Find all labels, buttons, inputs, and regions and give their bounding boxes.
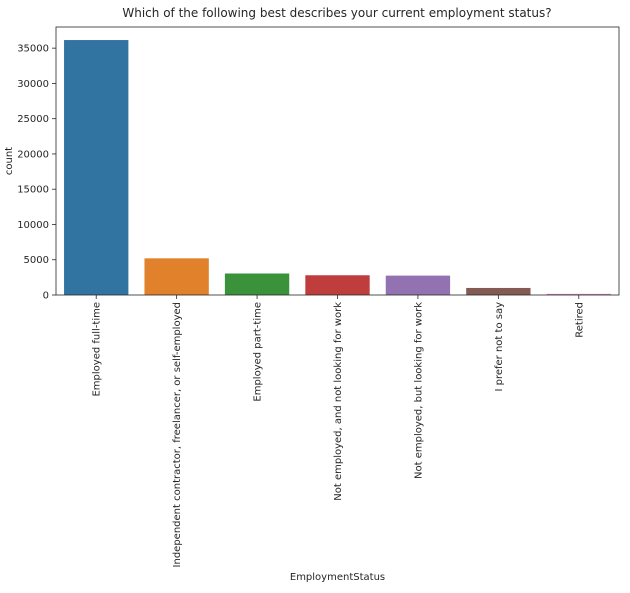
x-tick-label: Employed full-time [92,302,103,397]
y-tick-label: 25000 [17,114,49,125]
y-tick-label: 15000 [17,185,49,196]
chart-title: Which of the following best describes yo… [122,6,551,20]
x-tick-label: Not employed, but looking for work [413,302,424,479]
y-tick-label: 5000 [24,255,49,266]
y-tick-label: 30000 [17,79,49,90]
bar [466,287,531,295]
bar [224,273,290,295]
x-axis-ticks: Employed full-time Independent contractor… [92,295,585,567]
bar [546,293,611,295]
bars [64,40,611,296]
y-axis-title: count [4,147,15,175]
y-tick-label: 35000 [17,44,49,55]
bar [144,258,209,295]
x-tick-label: Independent contractor, freelancer, or s… [172,302,183,567]
plot-area-frame [55,26,620,296]
x-tick-label: Retired [574,302,585,338]
y-tick-label: 0 [43,291,49,302]
bar [64,40,129,296]
y-axis-ticks: 0 5000 10000 15000 20000 25000 30000 35000 [17,44,56,302]
x-tick-label: Employed part-time [253,302,264,402]
y-tick-label: 20000 [17,149,49,160]
bar [385,275,451,295]
bar [305,275,370,295]
x-axis-title: EmploymentStatus [290,572,385,583]
y-tick-label: 10000 [17,220,49,231]
x-tick-label: Not employed, and not looking for work [333,302,344,501]
x-tick-label: I prefer not to say [494,302,505,392]
